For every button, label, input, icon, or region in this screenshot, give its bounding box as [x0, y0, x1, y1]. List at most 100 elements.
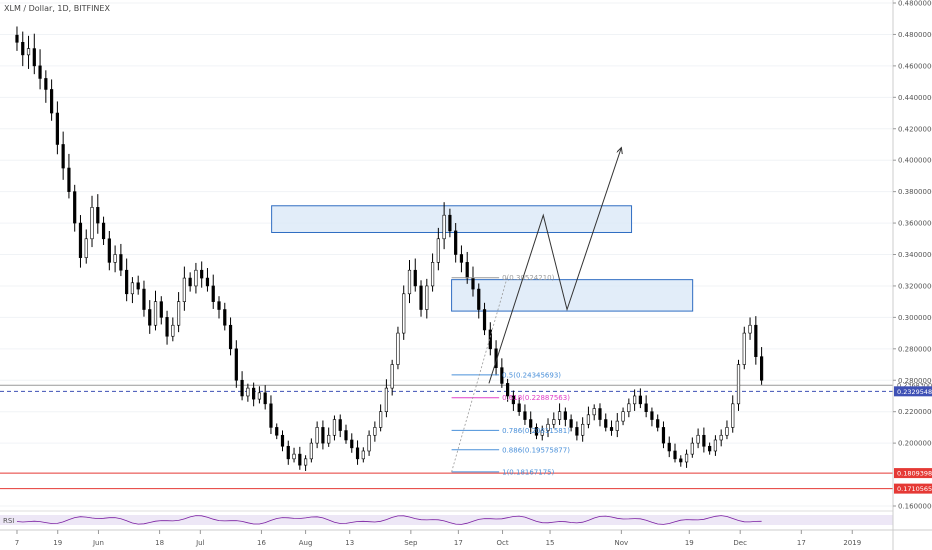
rsi-panel: RSI	[0, 510, 893, 529]
projection-path	[488, 148, 621, 384]
candle-body	[615, 420, 619, 431]
candle-body	[113, 254, 117, 263]
candle-body	[644, 403, 648, 412]
candle-body	[511, 395, 515, 405]
candle-body	[50, 89, 54, 114]
candle-body	[557, 411, 562, 420]
candle-body	[73, 191, 77, 224]
candle-body	[298, 453, 302, 466]
candle-body	[742, 332, 746, 365]
candle-body	[696, 434, 700, 444]
time-tick-label: Jun	[92, 539, 104, 547]
candle-body	[240, 379, 244, 397]
candle-body	[171, 324, 175, 337]
candle-body	[569, 419, 573, 428]
candle-body	[205, 277, 210, 287]
projection-line	[488, 148, 621, 384]
candle-body	[361, 450, 365, 460]
candle-body	[396, 332, 400, 365]
candle-body	[598, 408, 602, 420]
price-tag: 0.23295485	[897, 388, 932, 396]
candle-body	[442, 214, 446, 240]
candle-body	[350, 439, 354, 449]
time-tick-label: 19	[53, 539, 62, 547]
candle-body	[246, 387, 250, 397]
price-tick-label: 0.30000000	[898, 314, 932, 322]
price-tick-label: 0.22000000	[898, 408, 932, 416]
candle-body	[90, 207, 94, 240]
candle-body	[338, 419, 342, 431]
candle-body	[684, 453, 689, 463]
candle-body	[759, 356, 764, 381]
time-tick-label: Sep	[404, 539, 418, 547]
candle-body	[153, 301, 158, 326]
time-axis[interactable]: 7 19 Jun 18 Jul 16 Aug 13 Sep 17 Oct 15 Nov 19 Dec 17 20…	[0, 529, 932, 547]
price-tag: 0.17105657	[897, 485, 932, 493]
fib-label: 0.5(0.24345693)	[502, 371, 561, 379]
candle-body	[477, 288, 481, 310]
candle-body	[165, 317, 169, 337]
candle-body	[436, 238, 440, 263]
candle-body	[280, 434, 285, 447]
candle-body	[200, 269, 204, 279]
price-tick-label: 0.46000000	[898, 62, 932, 70]
candle-body	[402, 293, 406, 334]
candle-body	[286, 445, 290, 460]
candle-body	[425, 285, 429, 310]
candle-body	[384, 387, 389, 412]
price-tick-label: 0.28000000	[898, 377, 932, 385]
candle-body	[15, 34, 19, 43]
candle-body	[309, 442, 313, 460]
candle-body	[390, 364, 394, 389]
time-tick-label: Aug	[299, 539, 313, 547]
candle-body	[604, 419, 608, 428]
candle-body	[32, 48, 36, 67]
candle-body	[731, 403, 735, 428]
time-tick-label: 2019	[843, 539, 861, 547]
candle-body	[303, 458, 308, 466]
candle-body	[234, 348, 238, 381]
fibonacci-levels: 0(0.30524210) 0.5(0.24345693) 0.618(0.2288…	[451, 274, 570, 476]
candle-body	[581, 423, 585, 436]
candle-body	[719, 434, 723, 441]
candle-body	[38, 65, 42, 79]
candle-body	[667, 442, 671, 452]
candle-body	[269, 403, 273, 428]
candle-body	[454, 230, 458, 255]
fib-label: 0.786(0.20811581)	[502, 427, 570, 435]
candle-body	[736, 364, 741, 405]
time-tick-label: Jul	[195, 539, 205, 547]
candle-body	[471, 277, 475, 290]
price-tick-label: 0.48000000	[898, 31, 932, 39]
candle-body	[534, 427, 539, 436]
fib-label: 0(0.30524210)	[502, 274, 554, 282]
candle-body	[517, 403, 521, 412]
candle-body	[44, 78, 48, 90]
candle-body	[148, 309, 152, 326]
candle-body	[67, 167, 71, 192]
candle-body	[211, 285, 215, 302]
candle-body	[188, 277, 192, 287]
candle-body	[321, 427, 325, 444]
price-tick-label: 0.32000000	[898, 282, 932, 290]
price-tick-label: 0.36000000	[898, 220, 932, 228]
price-axis[interactable]: 0.16000000 0.20000000 0.22000000 0.28000000…	[892, 0, 932, 550]
price-tick-label: 0.44000000	[898, 94, 932, 102]
chart-title: XLM / Dollar, 1D, BITFINEX	[4, 4, 110, 13]
candle-body	[96, 207, 100, 224]
candle-body	[125, 269, 129, 295]
price-tick-label: 0.40000000	[898, 157, 932, 165]
candle-body	[61, 144, 65, 169]
candle-body	[217, 301, 221, 310]
time-tick-label: Oct	[496, 539, 508, 547]
price-tick-label: 0.48000000	[898, 0, 932, 8]
candle-body	[656, 419, 660, 428]
candle-body	[315, 427, 319, 444]
time-tick-label: 13	[345, 539, 354, 547]
candle-body	[748, 324, 752, 334]
candle-body	[355, 447, 360, 460]
candle-body	[407, 269, 412, 295]
fib-label: 0.886(0.19575877)	[502, 446, 570, 454]
candle-body	[586, 414, 591, 425]
